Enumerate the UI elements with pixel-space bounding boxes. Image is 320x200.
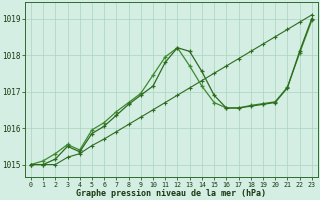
X-axis label: Graphe pression niveau de la mer (hPa): Graphe pression niveau de la mer (hPa) [76,189,266,198]
